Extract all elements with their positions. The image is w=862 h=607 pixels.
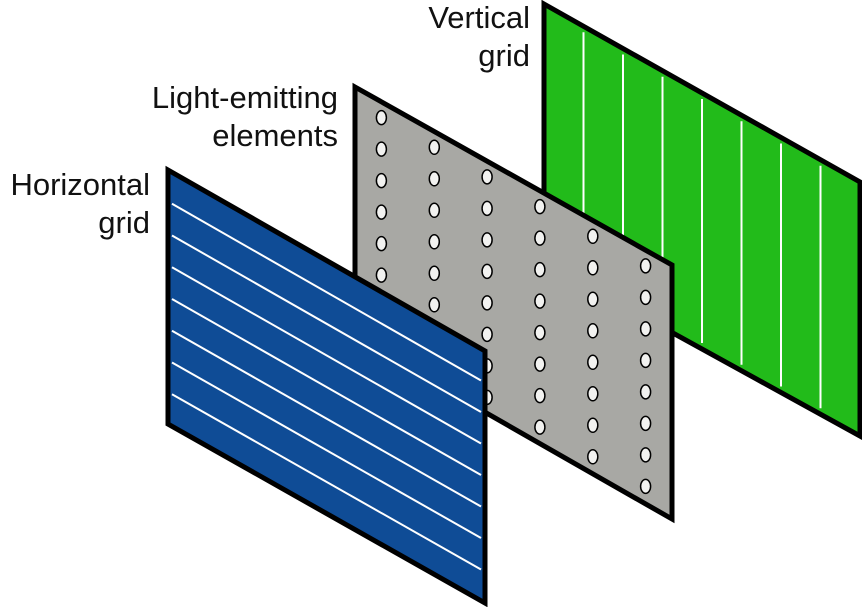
light-emitting-element [481, 326, 493, 343]
light-emitting-element [534, 230, 546, 246]
light-emitting-element [639, 447, 652, 463]
light-emitting-element [639, 415, 652, 432]
vertical-grid-label-line-1: Vertical [428, 0, 530, 35]
light-emitting-element [534, 356, 546, 372]
horizontal-grid-line [171, 266, 482, 445]
light-emitting-element [481, 263, 493, 280]
light-emitting-element [534, 293, 546, 309]
light-emitting-element [587, 386, 599, 402]
light-emitting-element [481, 169, 493, 185]
light-emitting-element [587, 228, 599, 245]
horizontal-grid-line [171, 234, 482, 413]
vertical-grid-lines [582, 32, 822, 409]
light-emitting-element [587, 417, 599, 434]
light-emitting-element [639, 321, 652, 337]
horizontal-grid-panel [165, 165, 488, 607]
horizontal-grid-line [171, 202, 482, 382]
horizontal-grid-lines [171, 202, 482, 571]
light-emitting-element [587, 449, 599, 465]
light-emitting-element [428, 139, 441, 156]
light-emitting-label-line-1: Light-emitting [152, 80, 338, 115]
light-emitting-element [587, 291, 599, 308]
light-emitting-element [375, 141, 388, 157]
light-emitting-element [428, 297, 441, 313]
horizontal-grid-line [171, 361, 482, 539]
light-emitting-element [428, 202, 441, 219]
light-emitting-element [534, 419, 546, 435]
light-emitting-element [639, 258, 652, 274]
light-emitting-element [481, 232, 493, 248]
light-emitting-element [481, 295, 493, 311]
light-emitting-element [639, 478, 652, 495]
light-emitting-element [639, 289, 652, 306]
horizontal-grid-label-line-2: grid [98, 205, 150, 240]
light-emitting-label-line-2: elements [212, 118, 338, 153]
vertical-grid-label-line-2: grid [478, 38, 530, 73]
light-emitting-element [534, 324, 546, 341]
light-emitting-element [587, 354, 599, 371]
light-emitting-element [428, 171, 441, 187]
light-emitting-element [375, 204, 388, 220]
horizontal-grid-label-line-1: Horizontal [10, 167, 150, 202]
light-emitting-element [587, 260, 599, 276]
light-emitting-element [639, 352, 652, 369]
light-emitting-element [375, 267, 388, 283]
light-emitting-element [375, 172, 388, 189]
light-emitting-element [428, 234, 441, 250]
light-emitting-element [639, 384, 652, 400]
light-emitting-element [587, 323, 599, 339]
light-emitting-element [534, 387, 546, 404]
light-emitting-element [375, 235, 388, 252]
light-emitting-element [428, 265, 441, 282]
light-emitting-element [534, 198, 546, 215]
light-emitting-element [534, 261, 546, 278]
horizontal-grid-line [171, 329, 482, 508]
horizontal-grid-line [171, 298, 482, 476]
light-emitting-element [375, 109, 388, 126]
light-emitting-element [481, 200, 493, 217]
vertical-grid-panel [541, 0, 862, 440]
horizontal-grid-line [171, 393, 482, 571]
